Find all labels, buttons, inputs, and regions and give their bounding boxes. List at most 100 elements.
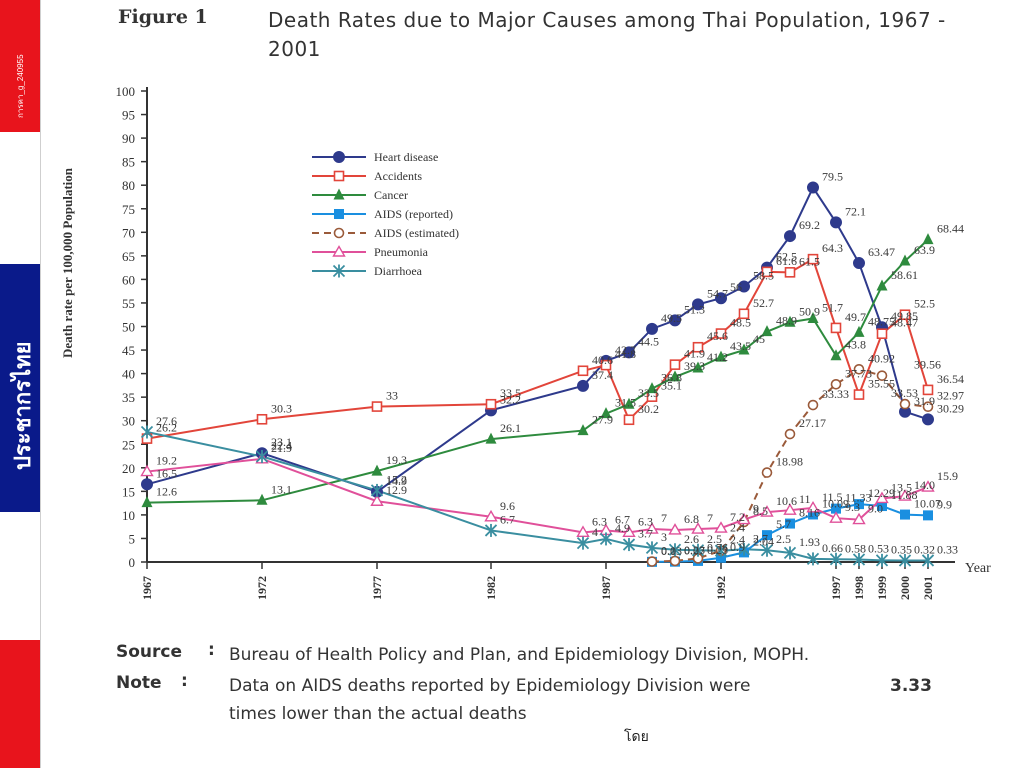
point-cancer-1995 (784, 315, 796, 327)
data-label-110: 11.88 (891, 488, 918, 502)
y-tick-label-95: 95 (122, 108, 135, 123)
x-tick-label-2001: 2001 (921, 576, 935, 600)
point-cancer-2001 (922, 233, 934, 245)
data-label-39: 3 (661, 530, 667, 544)
point-diarrhoea-1996 (806, 552, 820, 566)
y-tick-label-75: 75 (122, 202, 135, 217)
data-label-20: 40.6 (592, 353, 613, 367)
point-diarrhoea-1993 (737, 542, 751, 556)
point-aids-estimated-1997 (830, 378, 842, 390)
x-tick-label-1999: 1999 (875, 576, 889, 600)
data-label-30: 44.5 (638, 334, 659, 348)
x-axis-title: Year (965, 561, 991, 576)
point-cancer-1991 (692, 361, 704, 373)
y-tick-label-80: 80 (122, 178, 135, 193)
y-tick-label-90: 90 (122, 131, 135, 146)
data-label-13: 14.9 (386, 474, 407, 488)
data-label-99: 48.75 (868, 314, 895, 328)
point-heart-disease-1998 (853, 257, 865, 270)
point-pneumonia-1995 (783, 503, 797, 515)
point-diarrhoea-1999 (875, 553, 889, 567)
data-label-49: 54.7 (707, 286, 728, 300)
data-label-91: 72.1 (845, 204, 866, 218)
point-pneumonia-1994 (760, 505, 774, 517)
data-label-18: 9.6 (500, 499, 515, 513)
point-cancer-1967 (141, 496, 153, 508)
data-label-29: 4.9 (615, 521, 630, 535)
point-heart-disease-1993 (738, 280, 750, 293)
data-label-16: 32.2 (500, 392, 521, 406)
data-label-80: 27.17 (799, 416, 826, 430)
data-label-121: 32.97 (937, 389, 964, 403)
data-label-78: 61.5 (799, 254, 820, 268)
y-tick-label-60: 60 (122, 272, 135, 287)
point-aids-reported-1992 (716, 552, 726, 563)
point-heart-disease-1986 (577, 379, 589, 392)
data-label-24: 4 (592, 525, 598, 539)
note-highlight-value: 3.33 (890, 676, 932, 696)
point-cancer-1998 (853, 325, 865, 337)
data-label-116: 14.0 (914, 478, 935, 492)
data-label-69: 2.04 (753, 534, 774, 548)
data-label-33: 6.3 (638, 514, 653, 528)
point-heart-disease-1995 (784, 230, 796, 243)
point-aids-estimated-1989 (646, 556, 658, 567)
data-label-53: 2.5 (707, 532, 722, 546)
data-label-79: 50.9 (799, 304, 820, 318)
data-label-37: 35.1 (661, 379, 682, 393)
data-label-15: 33.5 (500, 386, 521, 400)
point-aids-reported-2000 (900, 509, 910, 520)
point-cancer-1977 (371, 464, 383, 476)
legend-marker-heart-disease (333, 151, 345, 163)
y-tick-label-10: 10 (122, 508, 135, 523)
chart-data-labels: 27.626.2 19.216.5 12.6 30.3 23.122.421.9 13.1… (156, 170, 964, 558)
x-tick-label-2000: 2000 (898, 576, 912, 600)
point-aids-reported-1997 (831, 503, 841, 514)
point-cancer-1992 (715, 350, 727, 362)
point-pneumonia-1988 (622, 525, 636, 538)
sidebar-red-block-top (0, 0, 40, 132)
data-label-17: 26.1 (500, 421, 521, 435)
series-line-heart-disease (146, 185, 929, 493)
point-pneumonia-2001 (921, 480, 935, 492)
point-pneumonia-1999 (875, 491, 889, 504)
point-diarrhoea-1987 (599, 532, 613, 546)
note-colon: : (181, 671, 188, 691)
y-tick-label-20: 20 (122, 461, 135, 476)
point-accidents-1992 (715, 328, 727, 339)
data-label-55: 0.23 (707, 543, 728, 557)
data-label-84: 79.5 (822, 170, 843, 184)
legend-marker-pneumonia (332, 245, 346, 257)
point-diarrhoea-2000 (898, 553, 912, 567)
point-pneumonia-1982 (484, 509, 498, 522)
data-label-3: 16.5 (156, 466, 177, 480)
data-label-109: 13.5 (891, 480, 912, 494)
series-line-accidents (146, 257, 929, 440)
data-label-26: 41.8 (615, 347, 636, 361)
point-diarrhoea-1967 (140, 425, 154, 439)
point-pneumonia-1993 (737, 512, 751, 525)
data-label-117: 10.07 (914, 497, 941, 511)
data-label-83: 1.93 (799, 535, 820, 549)
data-label-60: 2.4 (730, 533, 745, 547)
source-text: Bureau of Health Policy and Plan, and Ep… (229, 645, 810, 665)
point-cancer-1988 (623, 397, 635, 409)
legend-marker-aids-estimated (333, 227, 345, 239)
point-diarrhoea-1994 (760, 543, 774, 557)
legend-label-diarrhoea: Diarrhoea (374, 264, 423, 278)
point-aids-reported-1994 (762, 530, 772, 541)
point-heart-disease-1967 (141, 478, 153, 491)
legend-marker-cancer (333, 188, 345, 200)
data-label-25: 42.7 (615, 343, 636, 357)
note-text-line2: times lower than the actual deaths (229, 704, 527, 724)
data-label-115: 31.9 (914, 394, 935, 408)
data-label-119: 68.44 (937, 222, 964, 236)
data-label-62: 0.9 (730, 540, 745, 554)
note-text-line1: Data on AIDS deaths reported by Epidemio… (229, 676, 751, 696)
legend-marker-aids-reported (334, 209, 344, 219)
point-pneumonia-1998 (852, 512, 866, 525)
point-aids-estimated-1999 (876, 370, 888, 381)
point-accidents-1987 (600, 359, 612, 371)
data-label-19: 6.7 (500, 512, 515, 526)
data-label-102: 12.29 (868, 486, 895, 500)
